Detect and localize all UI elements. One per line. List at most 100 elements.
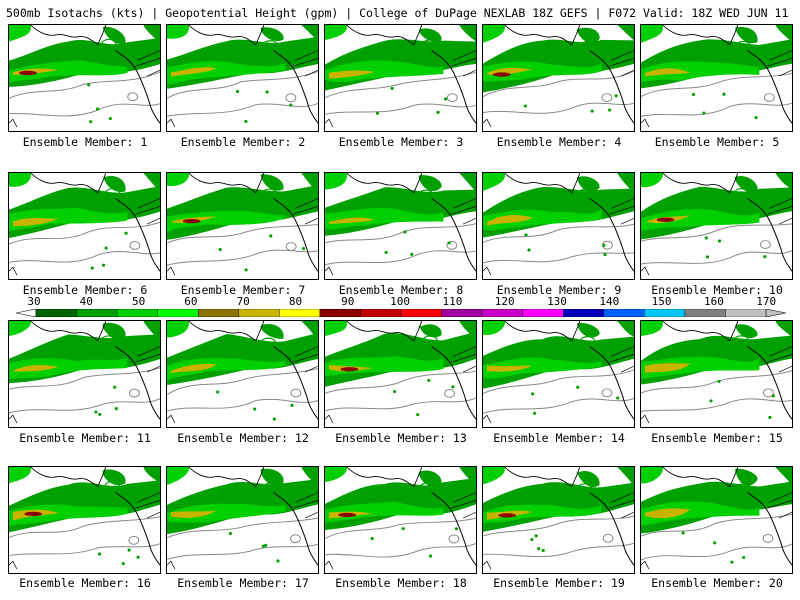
isotach-speck [301,246,306,251]
coastline-north [30,467,107,488]
isotach-speck [531,392,535,396]
isotach-band-inner [325,356,444,377]
low-center-ring [260,337,276,347]
colorbar-swatch [157,309,199,317]
ensemble-member-label: Ensemble Member: 18 [335,576,467,590]
isotach-patch-north [260,468,284,486]
height-contour-1 [9,71,160,99]
colorbar-swatch [684,309,726,317]
isotach-speck [370,536,374,541]
borders [135,346,160,373]
map-1 [9,25,160,128]
ensemble-member-label: Ensemble Member: 2 [180,135,306,149]
height-contour-2 [483,252,634,264]
colorbar-tick-label: 160 [703,295,724,308]
isotach-patch-northeast [775,25,792,43]
colorbar-swatch [400,309,442,317]
island-outline [325,414,334,424]
isotach-band-outer [167,333,318,385]
colorbar-swatch [603,309,645,317]
isotach-patch-north [260,27,284,42]
borders [767,198,792,225]
isotach-patch-northeast [775,173,792,189]
isotach-max [492,72,511,77]
ensemble-member-label: Ensemble Member: 15 [651,431,783,445]
height-contour-ring [762,534,774,543]
height-contour-2 [167,543,318,560]
isotach-speck [253,407,257,411]
height-contour-ring [763,388,774,398]
height-contour-1 [167,368,318,396]
ensemble-panel-8 [324,172,477,280]
isotach-patch-northwest [483,25,505,43]
isotach-core [644,68,691,77]
ensemble-member-label: Ensemble Member: 7 [180,283,306,297]
isotach-speck [537,547,541,551]
low-center-ring [104,480,120,490]
colorbar-tick-label: 120 [494,295,515,308]
isotach-patch-northeast [617,173,634,193]
map-19 [483,467,634,570]
island-outline [9,118,18,128]
ensemble-panel-20 [640,466,793,574]
isotach-patch-northwest [167,321,189,338]
ensemble-member-label: Ensemble Member: 16 [19,576,151,590]
colorbar-swatch [481,309,523,317]
colorbar-swatch [319,309,361,317]
isotach-patch-northeast [301,321,318,342]
island-outline [641,414,650,424]
height-contour-2 [167,249,318,266]
isotach-band-inner [641,356,760,379]
height-contour-1 [483,70,634,98]
coastline-west [273,492,318,566]
isotach-patch-north [576,176,600,192]
isotach-core [12,365,59,372]
borders [451,492,476,519]
isotach-speck [704,236,708,240]
height-contour-2 [483,397,634,414]
isotach-speck [541,548,545,553]
map-16 [9,467,160,570]
coastline-west [747,346,792,420]
height-contour-ring [602,533,614,543]
coastline-west [431,198,476,272]
isotach-patch-northwest [641,321,663,337]
isotach-patch-northeast [459,25,476,42]
isotach-speck [89,120,93,124]
isotach-speck [265,90,269,94]
isotach-speck [427,378,431,383]
colorbar-tick-label: 80 [288,295,303,308]
height-contour-1 [325,370,476,394]
map-17 [167,467,318,570]
coastline-north [662,467,739,488]
isotach-core [328,217,375,224]
isotach-speck [393,389,397,394]
height-contour-ring [290,388,302,398]
page-title: 500mb Isotachs (kts) | Geopotential Heig… [6,6,796,20]
isotach-speck [771,394,775,398]
isotach-max [19,70,37,76]
coastline-west [431,346,476,420]
isotach-speck [87,83,91,87]
isotach-speck [216,390,220,394]
colorbar-tick-label: 150 [651,295,672,308]
coastline-west [431,50,476,124]
colorbar-right-arrow [765,309,786,317]
height-contour-2 [641,398,792,412]
isotach-speck [447,241,451,245]
isotach-speck [717,379,721,384]
isotach-speck [235,89,240,94]
ensemble-member-label: Ensemble Member: 3 [338,135,464,149]
isotach-band-inner [325,207,444,230]
height-contour-2 [483,102,634,114]
ensemble-member-label: Ensemble Member: 1 [22,135,148,149]
island-outline [483,560,492,570]
island-outline [325,266,334,276]
borders [609,492,634,519]
low-center-ring [418,189,434,199]
isotach-patch-north [102,322,126,341]
isotach-max [498,513,516,518]
coastline-west [589,50,634,124]
coastline-west [273,50,318,124]
isotach-band-inner [9,357,128,380]
